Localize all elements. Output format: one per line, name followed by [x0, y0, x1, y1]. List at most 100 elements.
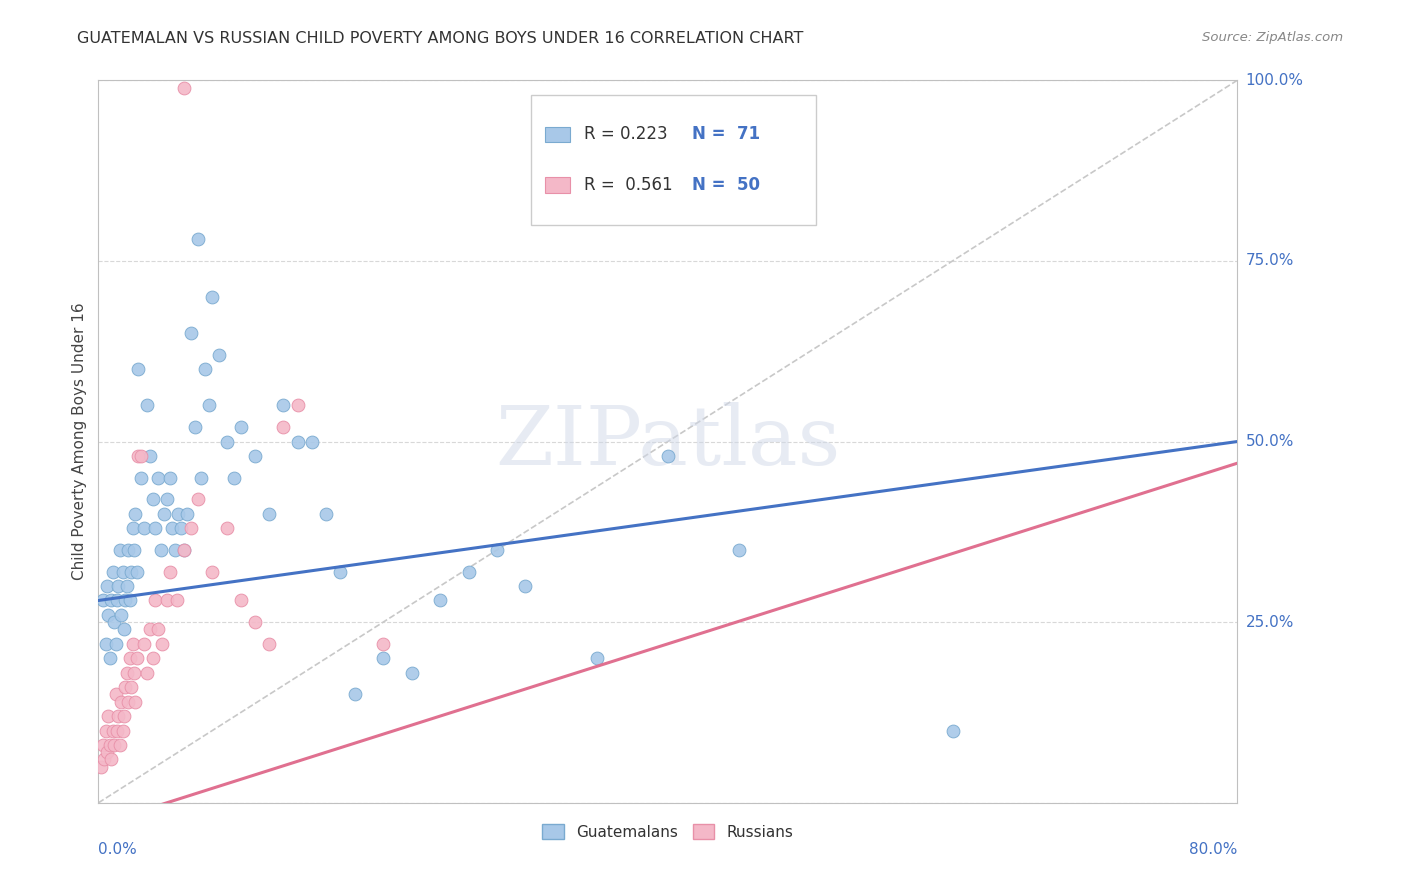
Point: [118, 651, 141, 665]
Point: [401, 665, 423, 680]
Point: [100, 752, 122, 766]
Point: [180, 521, 202, 535]
Point: [138, 449, 160, 463]
Point: [115, 579, 138, 593]
Point: [112, 709, 135, 723]
Point: [115, 665, 138, 680]
Point: [173, 80, 195, 95]
Point: [187, 492, 209, 507]
Point: [110, 695, 132, 709]
Point: [138, 623, 160, 637]
Point: [107, 709, 129, 723]
Point: [329, 565, 352, 579]
Point: [173, 542, 195, 557]
Point: [103, 615, 125, 630]
Point: [97, 709, 120, 723]
Point: [162, 521, 184, 535]
Point: [105, 593, 128, 607]
Point: [145, 593, 167, 607]
Point: [728, 542, 751, 557]
Point: [201, 565, 224, 579]
Text: 80.0%: 80.0%: [1189, 842, 1237, 856]
Point: [167, 507, 190, 521]
Point: [98, 651, 121, 665]
Point: [215, 434, 238, 449]
Point: [229, 593, 252, 607]
Point: [90, 760, 112, 774]
Point: [259, 507, 281, 521]
Point: [159, 470, 181, 484]
Text: R =  0.561: R = 0.561: [583, 176, 672, 194]
Point: [198, 398, 221, 412]
Y-axis label: Child Poverty Among Boys Under 16: Child Poverty Among Boys Under 16: [72, 302, 87, 581]
Point: [170, 521, 193, 535]
Text: 75.0%: 75.0%: [1246, 253, 1294, 268]
Point: [515, 579, 537, 593]
Point: [273, 398, 295, 412]
Point: [91, 738, 114, 752]
Point: [156, 492, 179, 507]
Point: [117, 542, 139, 557]
Point: [156, 593, 179, 607]
Point: [173, 542, 195, 557]
Point: [457, 565, 479, 579]
Text: Source: ZipAtlas.com: Source: ZipAtlas.com: [1202, 31, 1343, 45]
Point: [125, 565, 148, 579]
Point: [127, 362, 149, 376]
Point: [91, 593, 114, 607]
Point: [486, 542, 509, 557]
Point: [132, 521, 155, 535]
Point: [243, 449, 266, 463]
Point: [96, 579, 118, 593]
Point: [429, 593, 451, 607]
FancyBboxPatch shape: [531, 95, 815, 225]
Point: [187, 232, 209, 246]
Point: [104, 687, 127, 701]
Text: 100.0%: 100.0%: [1246, 73, 1303, 87]
Point: [190, 470, 212, 484]
Point: [120, 565, 142, 579]
Point: [94, 637, 117, 651]
Point: [373, 637, 395, 651]
Point: [287, 398, 309, 412]
Point: [124, 507, 146, 521]
Point: [184, 420, 207, 434]
Point: [222, 470, 245, 484]
Point: [120, 680, 142, 694]
Point: [118, 593, 141, 607]
Point: [117, 695, 139, 709]
Point: [101, 565, 124, 579]
Point: [148, 623, 170, 637]
Point: [585, 651, 607, 665]
Point: [101, 723, 124, 738]
Point: [942, 723, 965, 738]
FancyBboxPatch shape: [546, 178, 569, 193]
Point: [129, 449, 152, 463]
Point: [129, 470, 152, 484]
Point: [121, 521, 143, 535]
Text: 0.0%: 0.0%: [98, 842, 138, 856]
Point: [125, 651, 148, 665]
Point: [208, 348, 231, 362]
Point: [114, 680, 136, 694]
Point: [135, 398, 157, 412]
Point: [201, 290, 224, 304]
Point: [165, 542, 187, 557]
Point: [124, 695, 146, 709]
Point: [111, 565, 134, 579]
Point: [148, 470, 170, 484]
Point: [150, 542, 173, 557]
Point: [108, 542, 131, 557]
Point: [122, 542, 145, 557]
Text: R = 0.223: R = 0.223: [583, 126, 668, 144]
Point: [301, 434, 323, 449]
Point: [110, 607, 132, 622]
Point: [243, 615, 266, 630]
Legend: Guatemalans, Russians: Guatemalans, Russians: [536, 818, 800, 846]
Point: [108, 738, 131, 752]
Point: [215, 521, 238, 535]
Text: 25.0%: 25.0%: [1246, 615, 1294, 630]
Point: [194, 362, 217, 376]
Point: [104, 637, 127, 651]
Point: [141, 651, 163, 665]
